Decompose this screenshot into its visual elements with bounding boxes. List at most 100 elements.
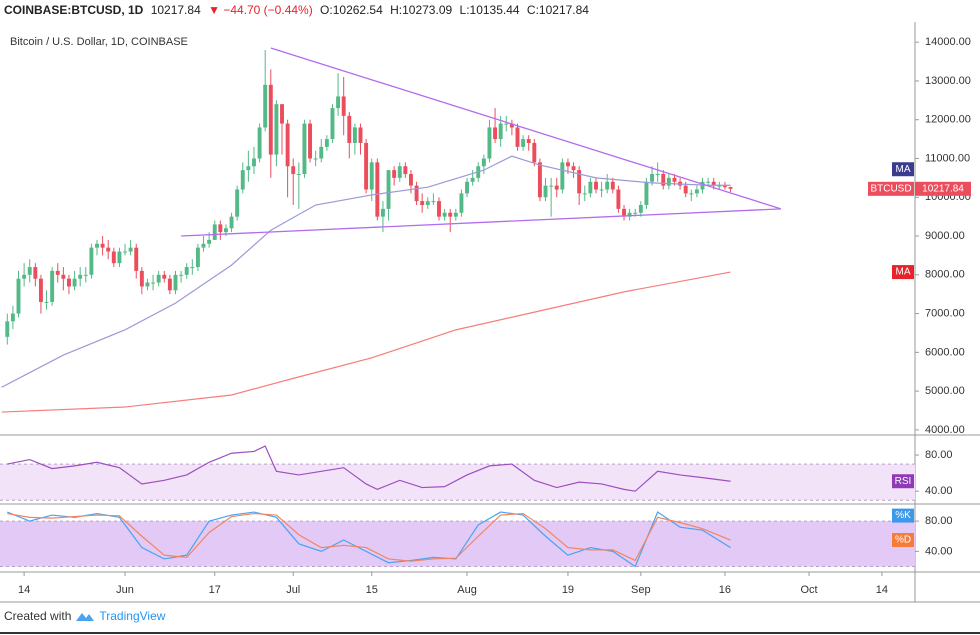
candle-body (134, 247, 139, 271)
candle-body (229, 216, 234, 229)
x-tick-label: Jul (286, 584, 300, 596)
candle-body (27, 267, 32, 275)
price-tag: %K (895, 510, 911, 521)
candle-body (212, 224, 217, 240)
candle-body (498, 123, 503, 140)
candle-body (633, 212, 638, 214)
candle-body (44, 301, 49, 303)
candle-body (55, 270, 60, 275)
candle-body (560, 162, 565, 190)
y-tick-label: 8000.00 (925, 269, 965, 281)
brand: TradingView (99, 609, 166, 623)
candle-body (78, 274, 83, 279)
last-price: 10217.84 (150, 3, 201, 17)
candle-body (111, 251, 116, 264)
candle-body (179, 274, 184, 276)
candle-body (431, 201, 436, 203)
candle-body (223, 228, 228, 233)
candle-body (549, 185, 554, 187)
candle-body (694, 189, 699, 194)
candle-body (207, 239, 212, 244)
candle-body (599, 189, 604, 191)
candle-body (162, 274, 167, 279)
candle-body (139, 270, 144, 287)
candle-body (190, 267, 195, 269)
x-tick-label: 16 (719, 584, 731, 596)
candle-body (16, 278, 21, 314)
candle-body (565, 162, 570, 167)
chart: 4000.00 5000.00 6000.00 7000.00 8000.00 9000.… (0, 22, 980, 603)
price-tag: MA (896, 164, 911, 175)
candle-body (66, 278, 71, 287)
price-tag: BTCUSD (870, 183, 911, 194)
candle-body (582, 193, 587, 195)
y-tick-label: 11000.00 (925, 152, 970, 164)
y-tick-label: 14000.00 (925, 36, 971, 48)
candle-body (638, 205, 643, 213)
x-tick-label: 14 (18, 584, 30, 596)
candle-body (336, 96, 341, 109)
series-line (7, 445, 731, 492)
chart-title: Bitcoin / U.S. Dollar, 1D, COINBASE (10, 36, 188, 48)
candle-body (218, 224, 223, 233)
high: H:10273.09 (390, 3, 453, 17)
candle-body (257, 127, 262, 159)
candle-body (616, 189, 621, 209)
candle-body (123, 251, 127, 253)
candle-body (711, 181, 716, 186)
logo (76, 613, 95, 621)
candle-body (347, 115, 352, 143)
candle-body (554, 185, 559, 190)
x-tick-label: Aug (457, 584, 477, 596)
price-tag-box (892, 265, 914, 280)
band (0, 464, 915, 501)
candle-body (352, 127, 357, 143)
x-tick-label: Jun (116, 584, 134, 596)
candle-body (521, 139, 526, 147)
candle-body (622, 208, 626, 217)
candle-body (151, 282, 156, 284)
price-tag-box (892, 533, 914, 548)
candle-body (72, 278, 77, 287)
candle-body (605, 181, 610, 190)
candle-body (509, 123, 514, 128)
change: ▼ −44.70 (−0.44%) (208, 3, 313, 17)
candle-body (420, 201, 425, 206)
price-tag: MA (896, 267, 911, 278)
candle-body (706, 181, 711, 183)
candle-body (201, 243, 206, 248)
price-tag: %D (895, 535, 911, 546)
candle-body (594, 181, 598, 190)
candle-body (588, 181, 593, 194)
candle-body (453, 212, 458, 217)
candle-body (650, 173, 655, 182)
candle-body (61, 274, 66, 279)
y-tick-label: 6000.00 (925, 346, 965, 358)
y-tick-label: 9000.00 (925, 230, 965, 242)
series-line (1, 271, 731, 413)
candle-body (403, 166, 408, 174)
candle-body (442, 212, 447, 217)
candle-body (577, 170, 582, 194)
candle-body (610, 181, 615, 190)
candle-body (291, 166, 296, 174)
x-tick-label: Oct (800, 584, 817, 596)
price-tag-box (892, 474, 914, 489)
candle-body (252, 158, 256, 167)
candle-body (50, 270, 55, 302)
symbol: COINBASE:BTCUSD, 1D (4, 3, 144, 17)
candle-body (302, 123, 307, 174)
candle-body (246, 166, 251, 171)
price-tag-box (868, 181, 914, 196)
candle-body (543, 185, 548, 198)
candle-body (470, 177, 475, 182)
open: O:10262.54 (320, 3, 383, 17)
series-line (1, 155, 731, 388)
candle-body (106, 247, 111, 252)
candle-body (504, 123, 509, 125)
candle-body (263, 84, 268, 128)
candle-body (167, 278, 172, 291)
candle-body (268, 84, 273, 155)
candle-body (184, 267, 189, 275)
